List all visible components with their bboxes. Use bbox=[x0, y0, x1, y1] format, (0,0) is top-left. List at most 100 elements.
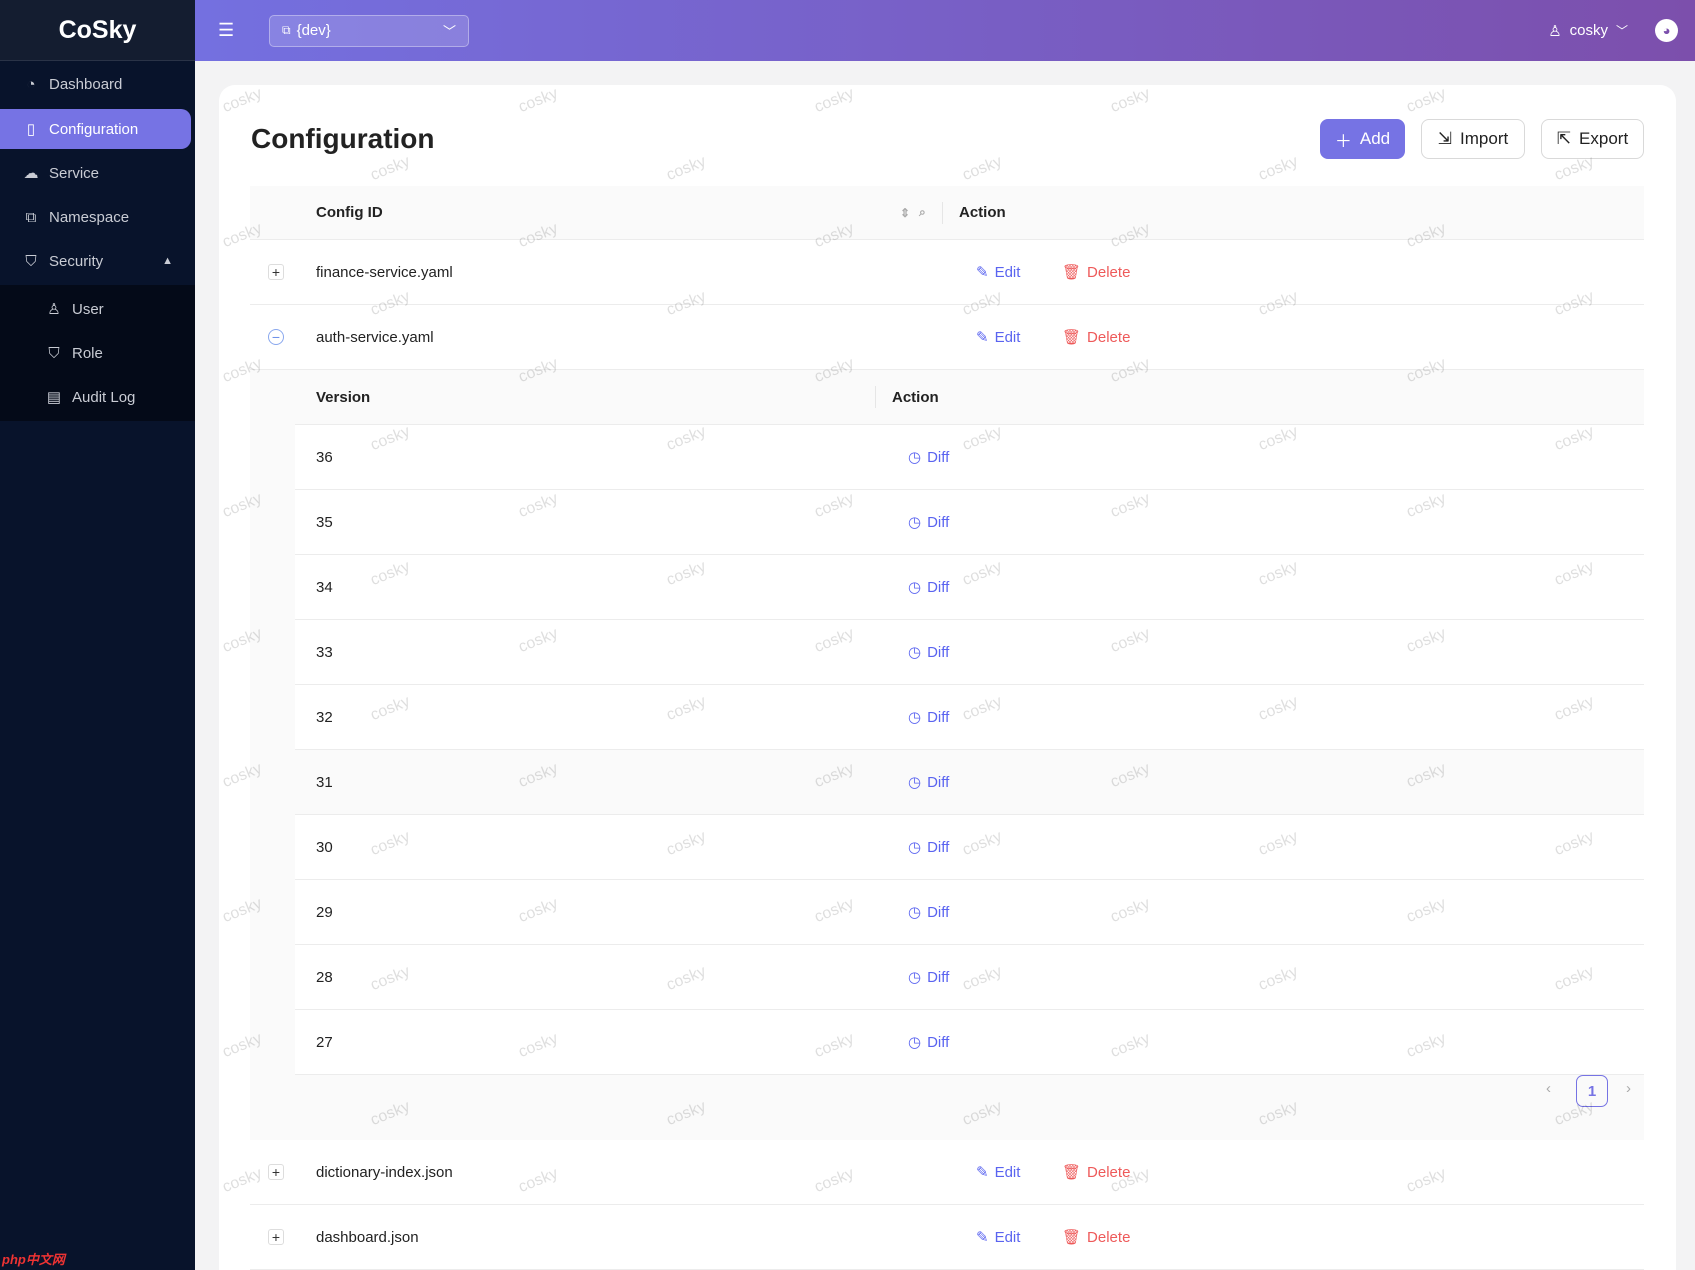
edit-label: Edit bbox=[994, 1163, 1021, 1181]
security-submenu bbox=[0, 285, 195, 421]
sidebar-item-dashboard[interactable]: ◔ Dashboard bbox=[0, 63, 195, 105]
sidebar-item-label: Service bbox=[49, 164, 100, 182]
delete-label: Delete bbox=[1087, 1163, 1131, 1181]
sidebar-item-role[interactable]: ⛉ Role bbox=[0, 332, 195, 374]
export-button[interactable]: ⇱ Export bbox=[1541, 119, 1644, 159]
version-number: 34 bbox=[316, 578, 333, 596]
column-action: Action bbox=[959, 204, 1006, 221]
diff-button[interactable]: ◷ Diff bbox=[908, 578, 949, 597]
delete-label: Delete bbox=[1087, 263, 1131, 281]
history-icon: ◷ bbox=[908, 514, 922, 531]
user-icon: ♙ bbox=[1548, 22, 1562, 40]
sidebar-item-audit-log[interactable]: ▤ Audit Log bbox=[0, 376, 195, 418]
table-row: + dictionary-index.json ✎ Edit 🗑︎ Delete bbox=[250, 1140, 1644, 1205]
config-id: dictionary-index.json bbox=[316, 1163, 453, 1181]
sidebar-item-label: User bbox=[72, 300, 104, 318]
add-label: Add bbox=[1359, 129, 1391, 148]
edit-button[interactable]: ✎ Edit bbox=[976, 1228, 1020, 1247]
sidebar-item-security[interactable]: ⛉ Security ▲ bbox=[0, 240, 195, 282]
sidebar-item-label: Audit Log bbox=[72, 388, 136, 406]
diff-button[interactable]: ◷ Diff bbox=[908, 1033, 950, 1052]
config-id: auth-service.yaml bbox=[316, 328, 434, 346]
edit-button[interactable]: ✎ Edit bbox=[976, 1163, 1021, 1182]
chevron-down-icon: ﹀ bbox=[442, 24, 456, 39]
history-icon: ◷ bbox=[908, 644, 922, 661]
expand-row-button[interactable]: + bbox=[268, 1229, 284, 1245]
collapse-row-button[interactable]: − bbox=[268, 329, 284, 345]
version-number: 33 bbox=[316, 643, 333, 661]
prev-page-button[interactable]: ‹ bbox=[1546, 1080, 1551, 1097]
diff-button[interactable]: ◷ Diff bbox=[908, 838, 950, 857]
sidebar-item-service[interactable]: ☁ Service bbox=[0, 152, 195, 194]
sidebar-item-configuration[interactable]: ▯ Configuration bbox=[0, 109, 191, 149]
delete-button[interactable]: 🗑︎ Delete bbox=[1062, 328, 1131, 347]
edit-icon: ✎ bbox=[976, 264, 989, 281]
trash-icon: 🗑︎ bbox=[1062, 1164, 1082, 1181]
page-1-button[interactable]: 1 bbox=[1576, 1075, 1608, 1107]
edit-label: Edit bbox=[994, 263, 1021, 281]
sidebar-item-user[interactable]: ♙ User bbox=[0, 288, 195, 330]
diff-button[interactable]: ◷ Diff bbox=[908, 708, 949, 727]
import-button[interactable]: ⇲ Import bbox=[1421, 119, 1525, 159]
github-icon[interactable]: ◕ bbox=[1655, 19, 1678, 42]
column-action: Action bbox=[892, 388, 939, 406]
history-icon: ◷ bbox=[908, 839, 922, 856]
export-icon: ⇱ bbox=[1556, 129, 1572, 148]
diff-button[interactable]: ◷ Diff bbox=[908, 773, 949, 792]
diff-button[interactable]: ◷ Diff bbox=[908, 968, 950, 987]
diff-label: Diff bbox=[927, 838, 950, 856]
version-row: 30 ◷ Diff bbox=[295, 815, 1644, 880]
edit-button[interactable]: ✎ Edit bbox=[976, 328, 1021, 347]
cluster-icon: ⧉ bbox=[25, 208, 37, 226]
sidebar-item-namespace[interactable]: ⧉ Namespace bbox=[0, 196, 195, 238]
sidebar: CoSky ◔ Dashboard ▯ Configuration ☁ Service… bbox=[0, 0, 195, 1270]
delete-button[interactable]: 🗑︎ Delete bbox=[1062, 263, 1131, 282]
history-icon: ◷ bbox=[908, 969, 922, 986]
namespace-select[interactable]: ⧉ {dev} ﹀ bbox=[269, 14, 469, 47]
diff-button[interactable]: ◷ Diff bbox=[908, 448, 949, 467]
version-row: 29 ◷ Diff bbox=[295, 880, 1644, 945]
expand-row-button[interactable]: + bbox=[268, 1164, 284, 1180]
history-icon: ◷ bbox=[908, 449, 922, 466]
version-number: 35 bbox=[316, 513, 333, 531]
diff-label: Diff bbox=[927, 1033, 950, 1051]
version-number: 27 bbox=[316, 1033, 333, 1051]
diff-label: Diff bbox=[927, 513, 950, 531]
version-number: 28 bbox=[316, 968, 333, 986]
shield-icon: ⛉ bbox=[48, 344, 60, 362]
sort-icon[interactable]: ⇕ bbox=[900, 205, 911, 220]
cloud-server-icon: ☁ bbox=[23, 165, 39, 182]
version-row: 34 ◷ Diff bbox=[295, 555, 1644, 620]
search-icon[interactable]: ⌕ bbox=[919, 205, 926, 219]
sidebar-item-label: Dashboard bbox=[49, 75, 123, 93]
audit-icon: ▤ bbox=[46, 389, 62, 406]
top-header: ☰ ⧉ {dev} ﹀ ♙ cosky ﹀ ◕ bbox=[195, 0, 1695, 61]
namespace-value: {dev} bbox=[296, 22, 331, 39]
edit-button[interactable]: ✎ Edit bbox=[976, 263, 1021, 282]
diff-button[interactable]: ◷ Diff bbox=[908, 513, 950, 532]
sidebar-item-label: Role bbox=[72, 344, 103, 362]
version-number: 30 bbox=[316, 838, 333, 856]
content-card: Configuration ＋ Add ⇲ Import ⇱ Export Confi… bbox=[219, 85, 1676, 1270]
delete-button[interactable]: 🗑︎ Delete bbox=[1062, 1228, 1130, 1247]
diff-button[interactable]: ◷ Diff bbox=[908, 903, 950, 922]
chevron-up-icon: ▲ bbox=[162, 255, 173, 267]
delete-button[interactable]: 🗑︎ Delete bbox=[1062, 1163, 1131, 1182]
next-page-button[interactable]: › bbox=[1626, 1080, 1631, 1097]
diff-button[interactable]: ◷ Diff bbox=[908, 643, 949, 662]
diff-label: Diff bbox=[927, 968, 950, 986]
nested-table-header: Version Action bbox=[295, 370, 1644, 425]
menu-fold-icon[interactable]: ☰ bbox=[218, 20, 235, 40]
version-row: 33 ◷ Diff bbox=[295, 620, 1644, 685]
add-button[interactable]: ＋ Add bbox=[1320, 119, 1405, 159]
sidebar-item-label: Security bbox=[49, 252, 104, 270]
edit-label: Edit bbox=[994, 328, 1021, 346]
history-icon: ◷ bbox=[908, 774, 922, 791]
app-logo[interactable]: CoSky bbox=[0, 0, 195, 61]
expand-row-button[interactable]: + bbox=[268, 264, 284, 280]
edit-icon: ✎ bbox=[976, 329, 989, 346]
diff-label: Diff bbox=[927, 903, 950, 921]
user-menu[interactable]: ♙ cosky ﹀ bbox=[1548, 22, 1628, 40]
trash-icon: 🗑︎ bbox=[1062, 264, 1082, 281]
delete-label: Delete bbox=[1087, 328, 1131, 346]
